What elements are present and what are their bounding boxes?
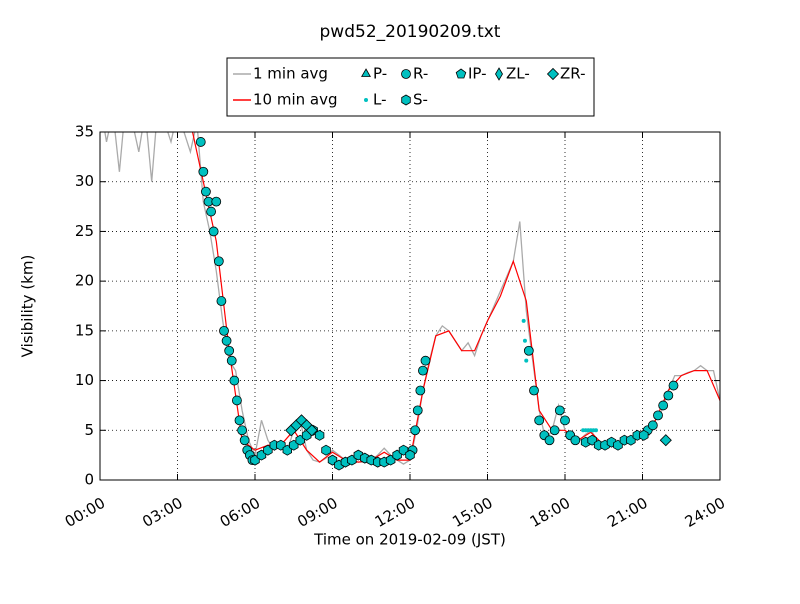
circle-marker xyxy=(224,345,235,356)
circle-marker xyxy=(211,196,222,207)
y-tick-label: 5 xyxy=(84,421,94,439)
legend-label: ZL- xyxy=(506,65,530,83)
y-tick-label: 0 xyxy=(84,471,94,489)
circle-marker xyxy=(534,415,545,426)
circle-marker xyxy=(237,425,247,436)
circle-marker xyxy=(570,435,581,446)
legend-label: S- xyxy=(413,91,428,109)
circle-marker xyxy=(239,435,250,446)
legend-label: 10 min avg xyxy=(253,91,338,109)
circle-marker xyxy=(544,435,555,446)
circle-marker xyxy=(198,166,209,177)
circle-marker xyxy=(229,375,240,386)
circle-marker xyxy=(412,405,423,416)
legend-label: L- xyxy=(373,91,387,109)
point-marker xyxy=(364,98,368,102)
hexagon-marker xyxy=(401,94,411,106)
diamond-marker xyxy=(546,67,560,81)
circle-marker xyxy=(663,390,674,401)
y-tick-label: 15 xyxy=(75,321,94,339)
circle-marker xyxy=(195,137,206,147)
circle-marker xyxy=(529,385,539,396)
thin-diamond-marker xyxy=(495,67,503,81)
circle-marker xyxy=(213,256,224,267)
point-marker xyxy=(594,428,598,433)
circle-marker xyxy=(216,296,227,306)
diamond-marker xyxy=(305,424,318,437)
circle-marker xyxy=(208,226,219,237)
chart-title: pwd52_20190209.txt xyxy=(320,22,501,42)
y-tick-label: 10 xyxy=(75,371,94,389)
circle-marker xyxy=(410,425,421,436)
y-tick-label: 30 xyxy=(75,172,94,190)
legend-label: ZR- xyxy=(560,65,586,83)
circle-marker xyxy=(653,410,663,421)
circle-marker xyxy=(221,335,232,346)
x-axis-label: Time on 2019-02-09 (JST) xyxy=(313,531,506,549)
circle-marker xyxy=(415,385,426,396)
diamond-marker xyxy=(659,434,672,447)
legend-box xyxy=(226,57,595,117)
point-marker xyxy=(521,318,526,323)
circle-marker xyxy=(523,345,534,356)
hexagon-marker xyxy=(405,449,415,461)
circle-marker xyxy=(226,355,237,366)
circle-marker xyxy=(420,355,431,366)
hexagon-marker xyxy=(639,429,649,441)
circle-marker xyxy=(560,415,570,426)
point-marker xyxy=(524,358,529,363)
plot-area xyxy=(100,132,720,480)
pentagon-marker xyxy=(455,68,467,79)
circle-marker xyxy=(219,325,229,336)
circle-marker xyxy=(418,365,428,376)
y-tick-label: 25 xyxy=(75,222,94,240)
triangle-marker xyxy=(361,68,371,77)
hexagon-marker xyxy=(314,429,325,441)
y-tick-label: 35 xyxy=(75,123,94,141)
circle-marker xyxy=(234,415,245,426)
legend-label: R- xyxy=(413,65,428,83)
circle-marker xyxy=(206,206,216,217)
y-axis-label: Visibility (km) xyxy=(19,255,37,358)
circle-marker xyxy=(549,425,560,436)
circle-marker xyxy=(668,380,679,391)
circle-marker xyxy=(201,186,211,197)
hexagon-marker xyxy=(321,444,331,456)
circle-marker xyxy=(554,405,565,416)
circle-marker xyxy=(232,395,242,406)
circle-marker xyxy=(401,69,411,79)
circle-marker xyxy=(647,420,658,431)
point-marker xyxy=(522,338,527,343)
legend-label: 1 min avg xyxy=(253,65,328,83)
circle-marker xyxy=(658,400,669,411)
legend-label: P- xyxy=(373,65,387,83)
legend-label: IP- xyxy=(468,65,487,83)
plot-frame xyxy=(99,131,721,481)
y-tick-label: 20 xyxy=(75,272,94,290)
